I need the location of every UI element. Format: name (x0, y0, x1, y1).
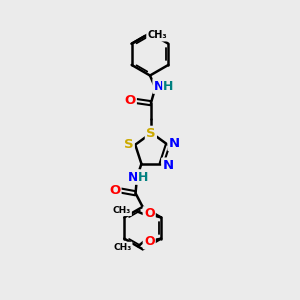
Text: N: N (154, 80, 164, 93)
Text: H: H (164, 80, 174, 93)
Text: H: H (138, 171, 149, 184)
Text: CH₃: CH₃ (147, 31, 167, 40)
Text: S: S (124, 138, 134, 151)
Text: CH₃: CH₃ (113, 206, 131, 215)
Text: O: O (124, 94, 136, 107)
Text: O: O (144, 235, 154, 248)
Text: O: O (109, 184, 120, 197)
Text: N: N (128, 171, 139, 184)
Text: N: N (162, 159, 174, 172)
Text: O: O (144, 207, 154, 220)
Text: N: N (169, 137, 180, 150)
Text: CH₃: CH₃ (113, 243, 132, 252)
Text: S: S (146, 127, 156, 140)
